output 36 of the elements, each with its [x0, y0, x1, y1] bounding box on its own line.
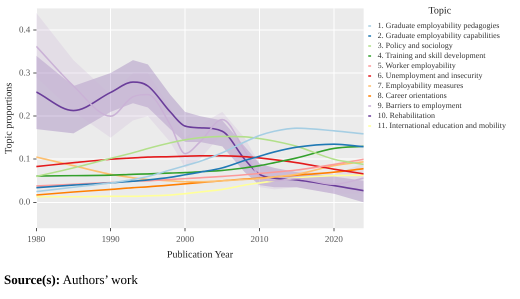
line-series [36, 136, 364, 178]
legend-label: 3. Policy and sociology [378, 41, 453, 50]
line-series [36, 46, 364, 186]
x-tick-label: 2010 [250, 234, 269, 244]
legend-label: 8. Career orientations [378, 91, 447, 100]
line-series [36, 168, 364, 196]
legend-label: 11. International education and mobility [378, 121, 506, 130]
x-tick-label: 2020 [324, 234, 344, 244]
line-series [36, 146, 364, 177]
y-tick-label: 0.2 [19, 110, 30, 121]
line-series [36, 158, 364, 187]
legend-label: 1. Graduate employability pedagogies [378, 21, 500, 30]
line-series [36, 127, 364, 192]
y-tick-label: 0.0 [19, 196, 31, 207]
source-note: Source(s): Authors’ work [4, 272, 138, 288]
line-series [36, 154, 364, 175]
x-tick-label: 2000 [176, 234, 195, 244]
line-series [36, 174, 364, 198]
line-series [36, 81, 364, 192]
legend-label: 10. Rehabilitation [378, 111, 435, 120]
line-series [36, 156, 364, 182]
legend-label: 2. Graduate employability capabilities [378, 31, 500, 40]
x-axis-title: Publication Year [166, 250, 234, 261]
line-series [36, 143, 364, 188]
y-axis-title: Topic proportions [4, 82, 15, 154]
y-tick-label: 0.3 [19, 67, 31, 78]
x-tick-label: 1990 [102, 234, 120, 244]
x-tick-label: 1980 [27, 234, 46, 244]
y-tick-label: 0.1 [19, 154, 30, 164]
legend-label: 6. Unemployment and insecurity [378, 71, 483, 80]
legend-label: 5. Worker employability [378, 61, 456, 70]
legend-label: 9. Barriers to employment [378, 101, 462, 110]
legend-title: Topic [428, 6, 452, 17]
y-tick-label: 0.4 [19, 24, 31, 34]
legend-label: 4. Training and skill development [378, 51, 486, 60]
legend-label: 7. Employability measures [378, 81, 464, 90]
